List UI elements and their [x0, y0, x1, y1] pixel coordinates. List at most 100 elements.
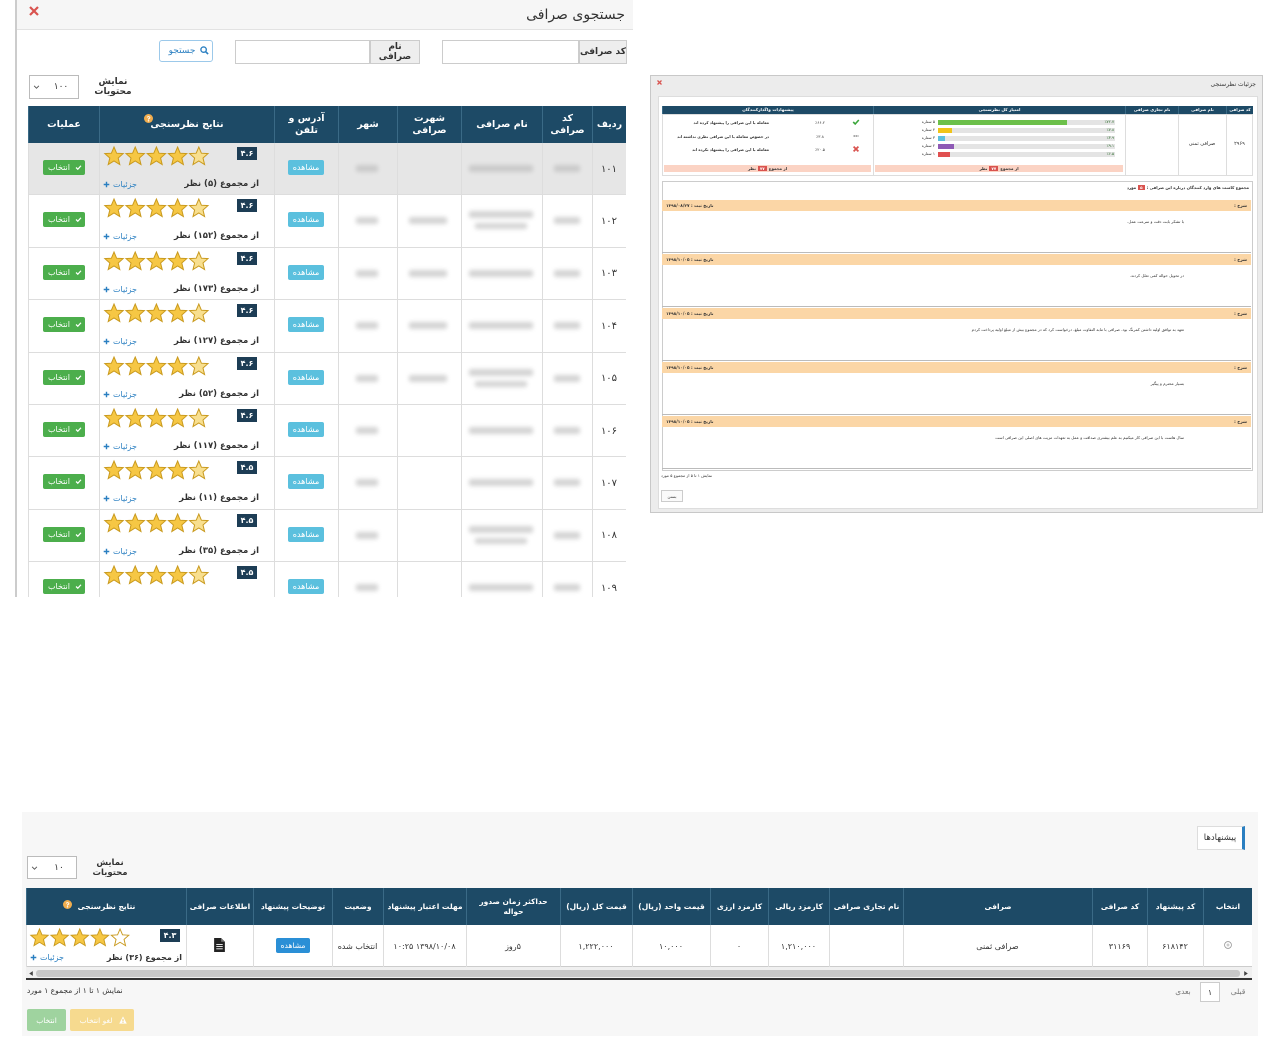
name-input[interactable]	[235, 40, 370, 64]
field-label: نام صرافی	[370, 40, 420, 64]
select-button[interactable]: انتخاب	[43, 526, 85, 542]
view-button[interactable]: مشاهده	[288, 212, 324, 228]
pager-next[interactable]: بعدی	[1175, 986, 1191, 996]
cell-border	[28, 405, 29, 458]
column-header: کد پیشنهاد	[1147, 888, 1203, 925]
details-link[interactable]: جزئیات	[113, 232, 137, 242]
rating-badge: ۴.۵	[237, 461, 257, 475]
bar-track	[938, 143, 1115, 149]
pager-prev[interactable]: قبلی	[1230, 986, 1246, 996]
plus-icon	[103, 286, 110, 293]
blurred-text	[469, 584, 533, 592]
recommendation-text: معامله با این صرافی را پیشنهاد کرده اند	[693, 120, 769, 125]
check-icon	[75, 427, 82, 433]
view-button[interactable]: مشاهده	[288, 422, 324, 437]
cell-border	[1178, 114, 1179, 176]
details-link[interactable]: جزئیات	[113, 180, 137, 189]
code-input[interactable]	[442, 40, 579, 64]
pager-page[interactable]: ۱	[1200, 982, 1220, 1002]
details-link[interactable]: جزئیات	[113, 494, 137, 504]
rating-stars-part	[145, 355, 167, 376]
blurred-text	[469, 211, 533, 219]
button-label: انتخاب	[48, 163, 70, 172]
tab: پیشنهادها	[1197, 826, 1245, 850]
cancel-button[interactable]: لغو انتخاب	[70, 1009, 134, 1031]
close-button[interactable]: بستن	[661, 490, 683, 502]
comment-header	[662, 308, 1251, 319]
select-button[interactable]: انتخاب	[43, 212, 85, 228]
rating-stars-part	[29, 927, 50, 947]
rating-total: از مجموع (۵۲) نظر	[179, 388, 259, 399]
star-label: ۴ ستاره	[921, 127, 935, 132]
details-link[interactable]: جزئیات	[113, 337, 137, 347]
select-button[interactable]: انتخاب	[43, 422, 85, 437]
scrollbar-thumb[interactable]	[36, 970, 1240, 977]
rating-stars-part	[124, 512, 146, 533]
bar	[938, 151, 950, 157]
select-button[interactable]: انتخاب	[43, 317, 85, 333]
document-icon-part	[214, 938, 225, 952]
rating-badge: ۴.۶	[237, 409, 257, 422]
comment-text: در تحویل حواله کمی تعلل کردند.	[1129, 273, 1184, 278]
select-button[interactable]: انتخاب	[43, 474, 85, 490]
view-button[interactable]: مشاهده	[288, 526, 324, 542]
rating-stars-part	[188, 564, 210, 585]
rating-stars-part	[103, 407, 125, 428]
view-button[interactable]: مشاهده	[288, 579, 324, 595]
table-row	[28, 562, 626, 597]
details-link[interactable]: جزئیات	[113, 389, 137, 399]
cell-border	[461, 300, 462, 353]
exchange-code: ۲۹۶۹	[1234, 141, 1245, 147]
view-button[interactable]: مشاهده	[288, 317, 324, 333]
select-button[interactable]: انتخاب	[43, 579, 85, 595]
select-button[interactable]: انتخاب	[43, 160, 85, 175]
document-icon	[214, 938, 225, 952]
rating-stars-part	[188, 355, 210, 376]
rating-stars-part	[69, 927, 90, 947]
bar-track	[938, 151, 1115, 157]
cell-border	[397, 300, 398, 353]
bar-percent: ٪۹.۱	[1106, 143, 1114, 148]
column-header: نام تجاری صرافی	[1125, 106, 1178, 114]
details-link[interactable]: جزئیات	[113, 284, 137, 294]
button-label: انتخاب	[48, 320, 70, 330]
view-button[interactable]: مشاهده	[288, 264, 324, 280]
row-index: ۱۰۷	[600, 477, 618, 489]
select-button[interactable]: انتخاب	[43, 369, 85, 385]
cell-border	[397, 247, 398, 301]
blurred-text	[554, 531, 580, 539]
star-label: ۱ ستاره	[921, 151, 935, 156]
check-icon	[75, 584, 82, 590]
rating-stars-part	[145, 460, 167, 481]
comment-header	[662, 416, 1251, 427]
cell-border	[768, 925, 769, 967]
cell-border	[1125, 114, 1126, 176]
rating-total: از مجموع (۳۵) نظر	[179, 545, 259, 556]
cell-border	[186, 925, 187, 967]
blurred-text	[554, 584, 580, 592]
view-button[interactable]: مشاهده	[288, 160, 324, 175]
select-button[interactable]: انتخاب	[27, 1009, 66, 1031]
details-link[interactable]: جزئیات	[113, 546, 137, 556]
help-icon-part	[66, 906, 69, 908]
radio-part	[1226, 943, 1230, 947]
check-icon-part	[75, 270, 82, 275]
page-size-select[interactable]: ۱۰۰	[29, 75, 79, 99]
cell-border	[99, 195, 100, 248]
rating-stars-part	[188, 198, 210, 219]
view-button[interactable]: مشاهده	[276, 938, 310, 953]
select-button[interactable]: انتخاب	[43, 264, 85, 280]
view-button[interactable]: مشاهده	[288, 369, 324, 385]
button-label: انتخاب	[48, 267, 70, 277]
check-icon	[75, 479, 82, 485]
view-button[interactable]: مشاهده	[288, 474, 324, 490]
rating-badge: ۴.۶	[237, 356, 257, 370]
rating-total: از مجموع (۱۲۷) نظر	[173, 336, 259, 347]
search-button[interactable]: جستجو	[159, 40, 213, 62]
page-size-select[interactable]: ۱۰	[27, 856, 77, 879]
column-header: ردیف	[592, 106, 626, 143]
check-icon-part	[75, 165, 82, 171]
rating-stars-part	[103, 198, 125, 219]
details-link[interactable]: جزئیات	[40, 953, 64, 962]
details-link[interactable]: جزئیات	[113, 442, 137, 451]
